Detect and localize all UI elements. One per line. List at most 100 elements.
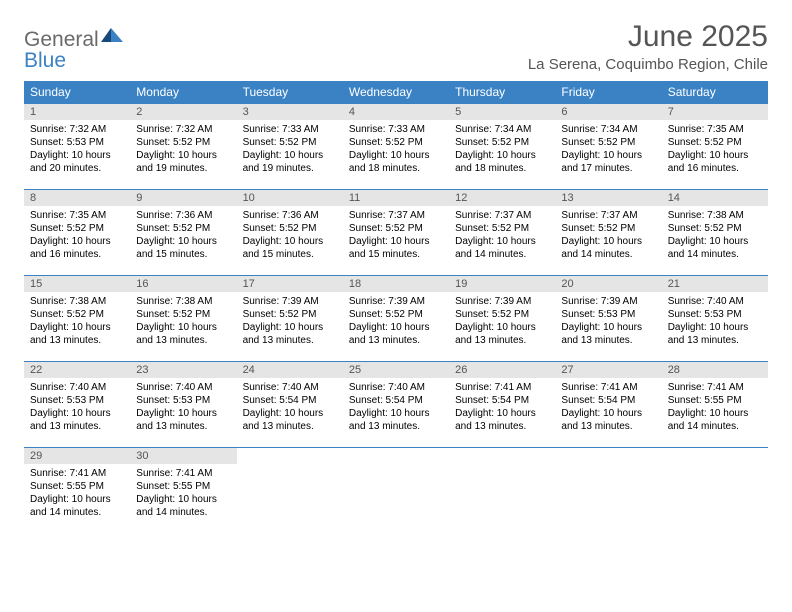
day-dl1: Daylight: 10 hours [561, 235, 655, 248]
day-number: 12 [449, 190, 555, 206]
day-sr: Sunrise: 7:39 AM [349, 295, 443, 308]
day-sr: Sunrise: 7:41 AM [455, 381, 549, 394]
weekday-header: SundayMondayTuesdayWednesdayThursdayFrid… [24, 81, 768, 104]
day-dl2: and 14 minutes. [136, 506, 230, 519]
calendar-body: 1Sunrise: 7:32 AMSunset: 5:53 PMDaylight… [24, 104, 768, 530]
page-header: General Blue June 2025 La Serena, Coquim… [24, 20, 768, 73]
logo-text: General Blue [24, 26, 125, 71]
day-dl2: and 13 minutes. [136, 420, 230, 433]
day-body: Sunrise: 7:38 AMSunset: 5:52 PMDaylight:… [662, 206, 768, 265]
day-number: 8 [24, 190, 130, 206]
day-sr: Sunrise: 7:40 AM [668, 295, 762, 308]
day-ss: Sunset: 5:53 PM [668, 308, 762, 321]
calendar-row: 8 Sunrise: 7:35 AM Sunset: 5:52 PM Daylight… [24, 190, 768, 276]
calendar-cell: 14Sunrise: 7:38 AMSunset: 5:52 PMDayligh… [662, 190, 768, 276]
day-dl1: Daylight: 10 hours [30, 235, 124, 248]
calendar-cell: 10Sunrise: 7:36 AMSunset: 5:52 PMDayligh… [237, 190, 343, 276]
day-body: Sunrise: 7:40 AMSunset: 5:54 PMDaylight:… [343, 378, 449, 437]
day-sr: Sunrise: 7:36 AM [136, 209, 230, 222]
day-ss: Sunset: 5:52 PM [243, 136, 337, 149]
day-dl1: Daylight: 10 hours [243, 149, 337, 162]
day-body: Sunrise: 7:40 AMSunset: 5:53 PMDaylight:… [662, 292, 768, 351]
day-sr: Sunrise: 7:39 AM [455, 295, 549, 308]
day-number: 14 [662, 190, 768, 206]
calendar-cell [449, 448, 555, 530]
day-dl2: and 16 minutes. [30, 248, 124, 261]
calendar-cell: 13Sunrise: 7:37 AMSunset: 5:52 PMDayligh… [555, 190, 661, 276]
calendar-cell: 25Sunrise: 7:40 AMSunset: 5:54 PMDayligh… [343, 362, 449, 448]
day-ss: Sunset: 5:52 PM [455, 222, 549, 235]
day-body: Sunrise: 7:40 AMSunset: 5:54 PMDaylight:… [237, 378, 343, 437]
day-sr: Sunrise: 7:35 AM [30, 209, 124, 222]
day-number: 25 [343, 362, 449, 378]
location-text: La Serena, Coquimbo Region, Chile [528, 56, 768, 73]
day-ss: Sunset: 5:52 PM [243, 222, 337, 235]
title-block: June 2025 La Serena, Coquimbo Region, Ch… [528, 20, 768, 73]
day-sr: Sunrise: 7:37 AM [561, 209, 655, 222]
calendar-cell: 22Sunrise: 7:40 AMSunset: 5:53 PMDayligh… [24, 362, 130, 448]
day-dl2: and 13 minutes. [243, 334, 337, 347]
day-number: 4 [343, 104, 449, 120]
calendar-cell: 5Sunrise: 7:34 AMSunset: 5:52 PMDaylight… [449, 104, 555, 190]
day-sr: Sunrise: 7:34 AM [455, 123, 549, 136]
day-dl1: Daylight: 10 hours [455, 407, 549, 420]
day-body: Sunrise: 7:36 AMSunset: 5:52 PMDaylight:… [130, 206, 236, 265]
day-sr: Sunrise: 7:35 AM [668, 123, 762, 136]
day-body: Sunrise: 7:38 AMSunset: 5:52 PMDaylight:… [24, 292, 130, 351]
day-sr: Sunrise: 7:40 AM [243, 381, 337, 394]
day-ss: Sunset: 5:52 PM [455, 308, 549, 321]
day-body: Sunrise: 7:37 AMSunset: 5:52 PMDaylight:… [449, 206, 555, 265]
day-body: Sunrise: 7:41 AMSunset: 5:55 PMDaylight:… [662, 378, 768, 437]
day-dl1: Daylight: 10 hours [30, 407, 124, 420]
day-ss: Sunset: 5:55 PM [30, 480, 124, 493]
day-number: 30 [130, 448, 236, 464]
day-ss: Sunset: 5:52 PM [30, 308, 124, 321]
day-dl1: Daylight: 10 hours [243, 321, 337, 334]
day-ss: Sunset: 5:54 PM [455, 394, 549, 407]
calendar-cell: 24Sunrise: 7:40 AMSunset: 5:54 PMDayligh… [237, 362, 343, 448]
calendar-cell: 7Sunrise: 7:35 AMSunset: 5:52 PMDaylight… [662, 104, 768, 190]
calendar-cell: 20Sunrise: 7:39 AMSunset: 5:53 PMDayligh… [555, 276, 661, 362]
calendar-cell: 6Sunrise: 7:34 AMSunset: 5:52 PMDaylight… [555, 104, 661, 190]
day-number: 17 [237, 276, 343, 292]
day-number: 16 [130, 276, 236, 292]
day-number: 29 [24, 448, 130, 464]
calendar-cell: 29Sunrise: 7:41 AMSunset: 5:55 PMDayligh… [24, 448, 130, 530]
day-dl2: and 14 minutes. [668, 420, 762, 433]
day-dl2: and 13 minutes. [30, 334, 124, 347]
weekday-header-cell: Friday [555, 81, 661, 104]
day-body: Sunrise: 7:33 AMSunset: 5:52 PMDaylight:… [343, 120, 449, 179]
day-dl2: and 14 minutes. [561, 248, 655, 261]
day-body: Sunrise: 7:37 AMSunset: 5:52 PMDaylight:… [555, 206, 661, 265]
day-ss: Sunset: 5:55 PM [136, 480, 230, 493]
day-dl2: and 13 minutes. [349, 420, 443, 433]
calendar-cell: 1Sunrise: 7:32 AMSunset: 5:53 PMDaylight… [24, 104, 130, 190]
day-number: 5 [449, 104, 555, 120]
calendar-table: SundayMondayTuesdayWednesdayThursdayFrid… [24, 81, 768, 530]
day-dl1: Daylight: 10 hours [349, 407, 443, 420]
day-number: 20 [555, 276, 661, 292]
day-number: 2 [130, 104, 236, 120]
calendar-cell: 23Sunrise: 7:40 AMSunset: 5:53 PMDayligh… [130, 362, 236, 448]
day-dl1: Daylight: 10 hours [561, 407, 655, 420]
day-number: 28 [662, 362, 768, 378]
day-dl2: and 13 minutes. [349, 334, 443, 347]
weekday-header-cell: Thursday [449, 81, 555, 104]
day-ss: Sunset: 5:54 PM [349, 394, 443, 407]
day-body: Sunrise: 7:34 AMSunset: 5:52 PMDaylight:… [449, 120, 555, 179]
calendar-cell: 18Sunrise: 7:39 AMSunset: 5:52 PMDayligh… [343, 276, 449, 362]
day-body: Sunrise: 7:36 AMSunset: 5:52 PMDaylight:… [237, 206, 343, 265]
day-dl1: Daylight: 10 hours [455, 149, 549, 162]
day-dl1: Daylight: 10 hours [349, 235, 443, 248]
day-body: Sunrise: 7:39 AMSunset: 5:52 PMDaylight:… [449, 292, 555, 351]
day-sr: Sunrise: 7:33 AM [243, 123, 337, 136]
day-dl2: and 13 minutes. [561, 334, 655, 347]
day-dl1: Daylight: 10 hours [349, 149, 443, 162]
calendar-cell: 15Sunrise: 7:38 AMSunset: 5:52 PMDayligh… [24, 276, 130, 362]
day-dl2: and 13 minutes. [561, 420, 655, 433]
day-number: 15 [24, 276, 130, 292]
day-dl2: and 13 minutes. [136, 334, 230, 347]
day-dl1: Daylight: 10 hours [349, 321, 443, 334]
day-body: Sunrise: 7:32 AMSunset: 5:52 PMDaylight:… [130, 120, 236, 179]
calendar-row: 1Sunrise: 7:32 AMSunset: 5:53 PMDaylight… [24, 104, 768, 190]
